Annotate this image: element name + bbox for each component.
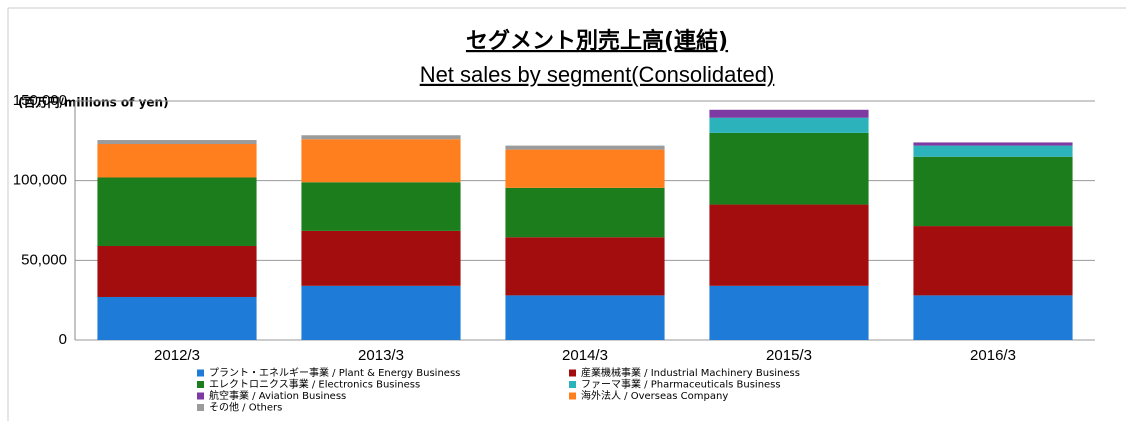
y-tick-label: 150,000 [13, 92, 67, 109]
bar-segment [505, 145, 665, 150]
bar-segment [97, 144, 257, 178]
bar-segment [709, 285, 869, 340]
bar-segment [301, 230, 461, 286]
x-tick-label: 2014/3 [562, 347, 608, 364]
legend-swatch [569, 392, 576, 400]
bar-segment [913, 295, 1073, 340]
legend-label: 産業機械事業 / Industrial Machinery Business [581, 366, 800, 379]
bar-segment [505, 187, 665, 238]
bar-segment [505, 149, 665, 188]
bar-segment [97, 177, 257, 246]
bar-segment [97, 245, 257, 297]
chart-subtitle: Net sales by segment(Consolidated) [420, 62, 775, 87]
bar-segment [913, 142, 1073, 146]
unit-label: (百万円/millions of yen) [18, 96, 169, 110]
x-tick-label: 2016/3 [970, 347, 1016, 364]
y-tick-label: 100,000 [13, 172, 67, 189]
legend-label: ファーマ事業 / Pharmaceuticals Business [581, 378, 781, 391]
bar-segment [709, 132, 869, 205]
legend-label: 航空事業 / Aviation Business [209, 389, 346, 402]
bar-segment [301, 139, 461, 183]
bar-segment [913, 145, 1073, 157]
bar-segment [913, 226, 1073, 296]
bar-segment [301, 135, 461, 140]
bar-segment [97, 296, 257, 340]
legend-swatch [197, 381, 204, 388]
y-tick-label: 0 [59, 331, 67, 348]
y-tick-label: 50,000 [21, 251, 67, 268]
bar-segment [301, 285, 461, 340]
bar-segment [97, 140, 257, 145]
bar-segment [709, 117, 869, 133]
legend-swatch [197, 404, 204, 411]
legend-swatch [569, 381, 576, 388]
bar-segment [505, 237, 665, 296]
bar-segment [709, 204, 869, 286]
legend-swatch [197, 369, 204, 377]
bar-segment [301, 182, 461, 231]
x-tick-label: 2013/3 [358, 347, 404, 364]
legend-swatch [197, 392, 204, 400]
bar-segment [913, 156, 1073, 227]
x-tick-label: 2012/3 [154, 347, 200, 364]
legend-label: 海外法人 / Overseas Company [581, 389, 728, 402]
bar-segment [505, 295, 665, 340]
x-tick-label: 2015/3 [766, 347, 812, 364]
chart-title: セグメント別売上高(連結) [466, 28, 728, 54]
legend-swatch [569, 369, 576, 377]
legend-label: その他 / Others [209, 401, 282, 414]
legend-label: エレクトロニクス事業 / Electronics Business [209, 378, 420, 391]
bar-segment [709, 109, 869, 118]
legend-label: プラント・エネルギー事業 / Plant & Energy Business [209, 366, 460, 379]
